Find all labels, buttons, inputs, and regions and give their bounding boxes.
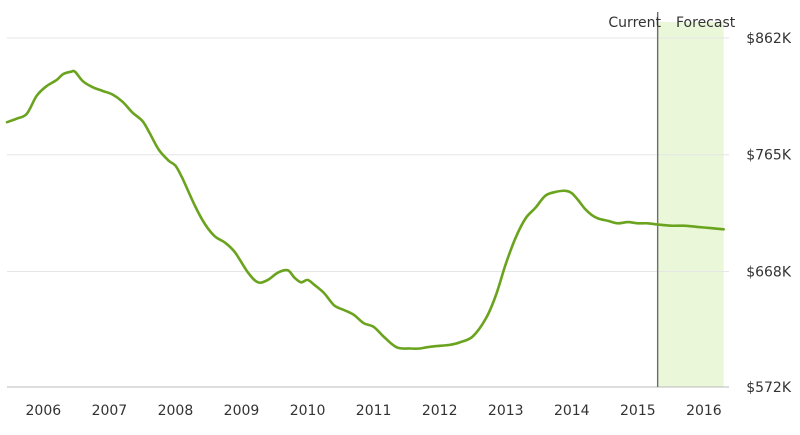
x-tick-label: 2013 [488, 403, 524, 419]
x-tick-label: 2016 [686, 403, 722, 419]
x-tick-label: 2010 [290, 403, 326, 419]
x-tick-label: 2008 [158, 403, 194, 419]
x-tick-label: 2011 [356, 403, 392, 419]
x-tick-label: 2014 [554, 403, 590, 419]
x-tick-label: 2012 [422, 403, 458, 419]
current-label: Current [608, 15, 661, 31]
x-tick-label: 2015 [620, 403, 656, 419]
y-tick-label: $765K [746, 148, 792, 164]
home-value-line [5, 69, 725, 350]
x-tick-label: 2007 [92, 403, 128, 419]
y-tick-label: $862K [746, 31, 792, 47]
forecast-label: Forecast [676, 15, 736, 31]
x-tick-label: 2006 [26, 403, 62, 419]
x-tick-label: 2009 [224, 403, 260, 419]
y-tick-label: $668K [746, 264, 792, 280]
y-tick-label: $572K [746, 380, 792, 396]
forecast-band [657, 22, 724, 387]
